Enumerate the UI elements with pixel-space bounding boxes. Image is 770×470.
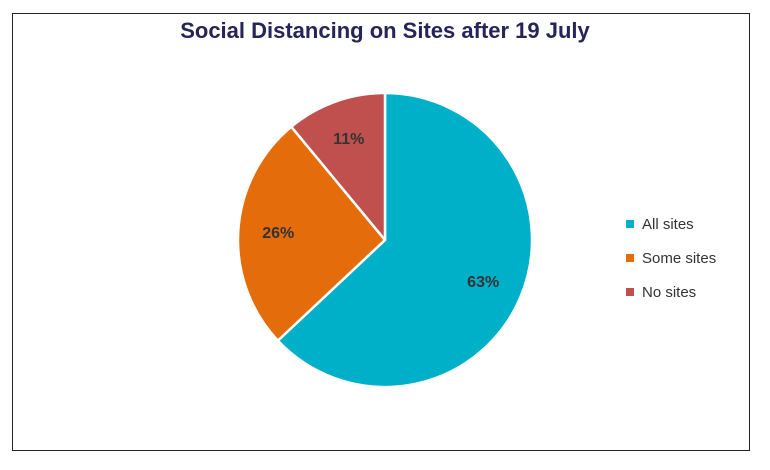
legend-swatch-some-sites	[626, 254, 634, 262]
legend-label-some-sites: Some sites	[642, 249, 717, 267]
pie-slice-some-sites	[236, 125, 387, 342]
data-label-all-sites: 63%	[467, 274, 499, 291]
legend-swatch-no-sites	[626, 288, 634, 296]
legend-swatch-all-sites	[626, 220, 634, 228]
data-label-some-sites: 26%	[262, 225, 294, 242]
pie-slice-all-sites	[276, 91, 534, 389]
legend-item-all-sites: All sites	[626, 207, 716, 241]
legend-label-no-sites: No sites	[642, 283, 697, 301]
data-label-no-sites: 11%	[333, 131, 364, 148]
legend-label-all-sites: All sites	[642, 215, 694, 233]
pie-slice-no-sites	[290, 91, 387, 242]
legend: All sites Some sites No sites	[626, 207, 716, 309]
chart-title: Social Distancing on Sites after 19 July	[180, 18, 590, 43]
legend-item-no-sites: No sites	[626, 275, 716, 309]
legend-item-some-sites: Some sites	[626, 241, 716, 275]
